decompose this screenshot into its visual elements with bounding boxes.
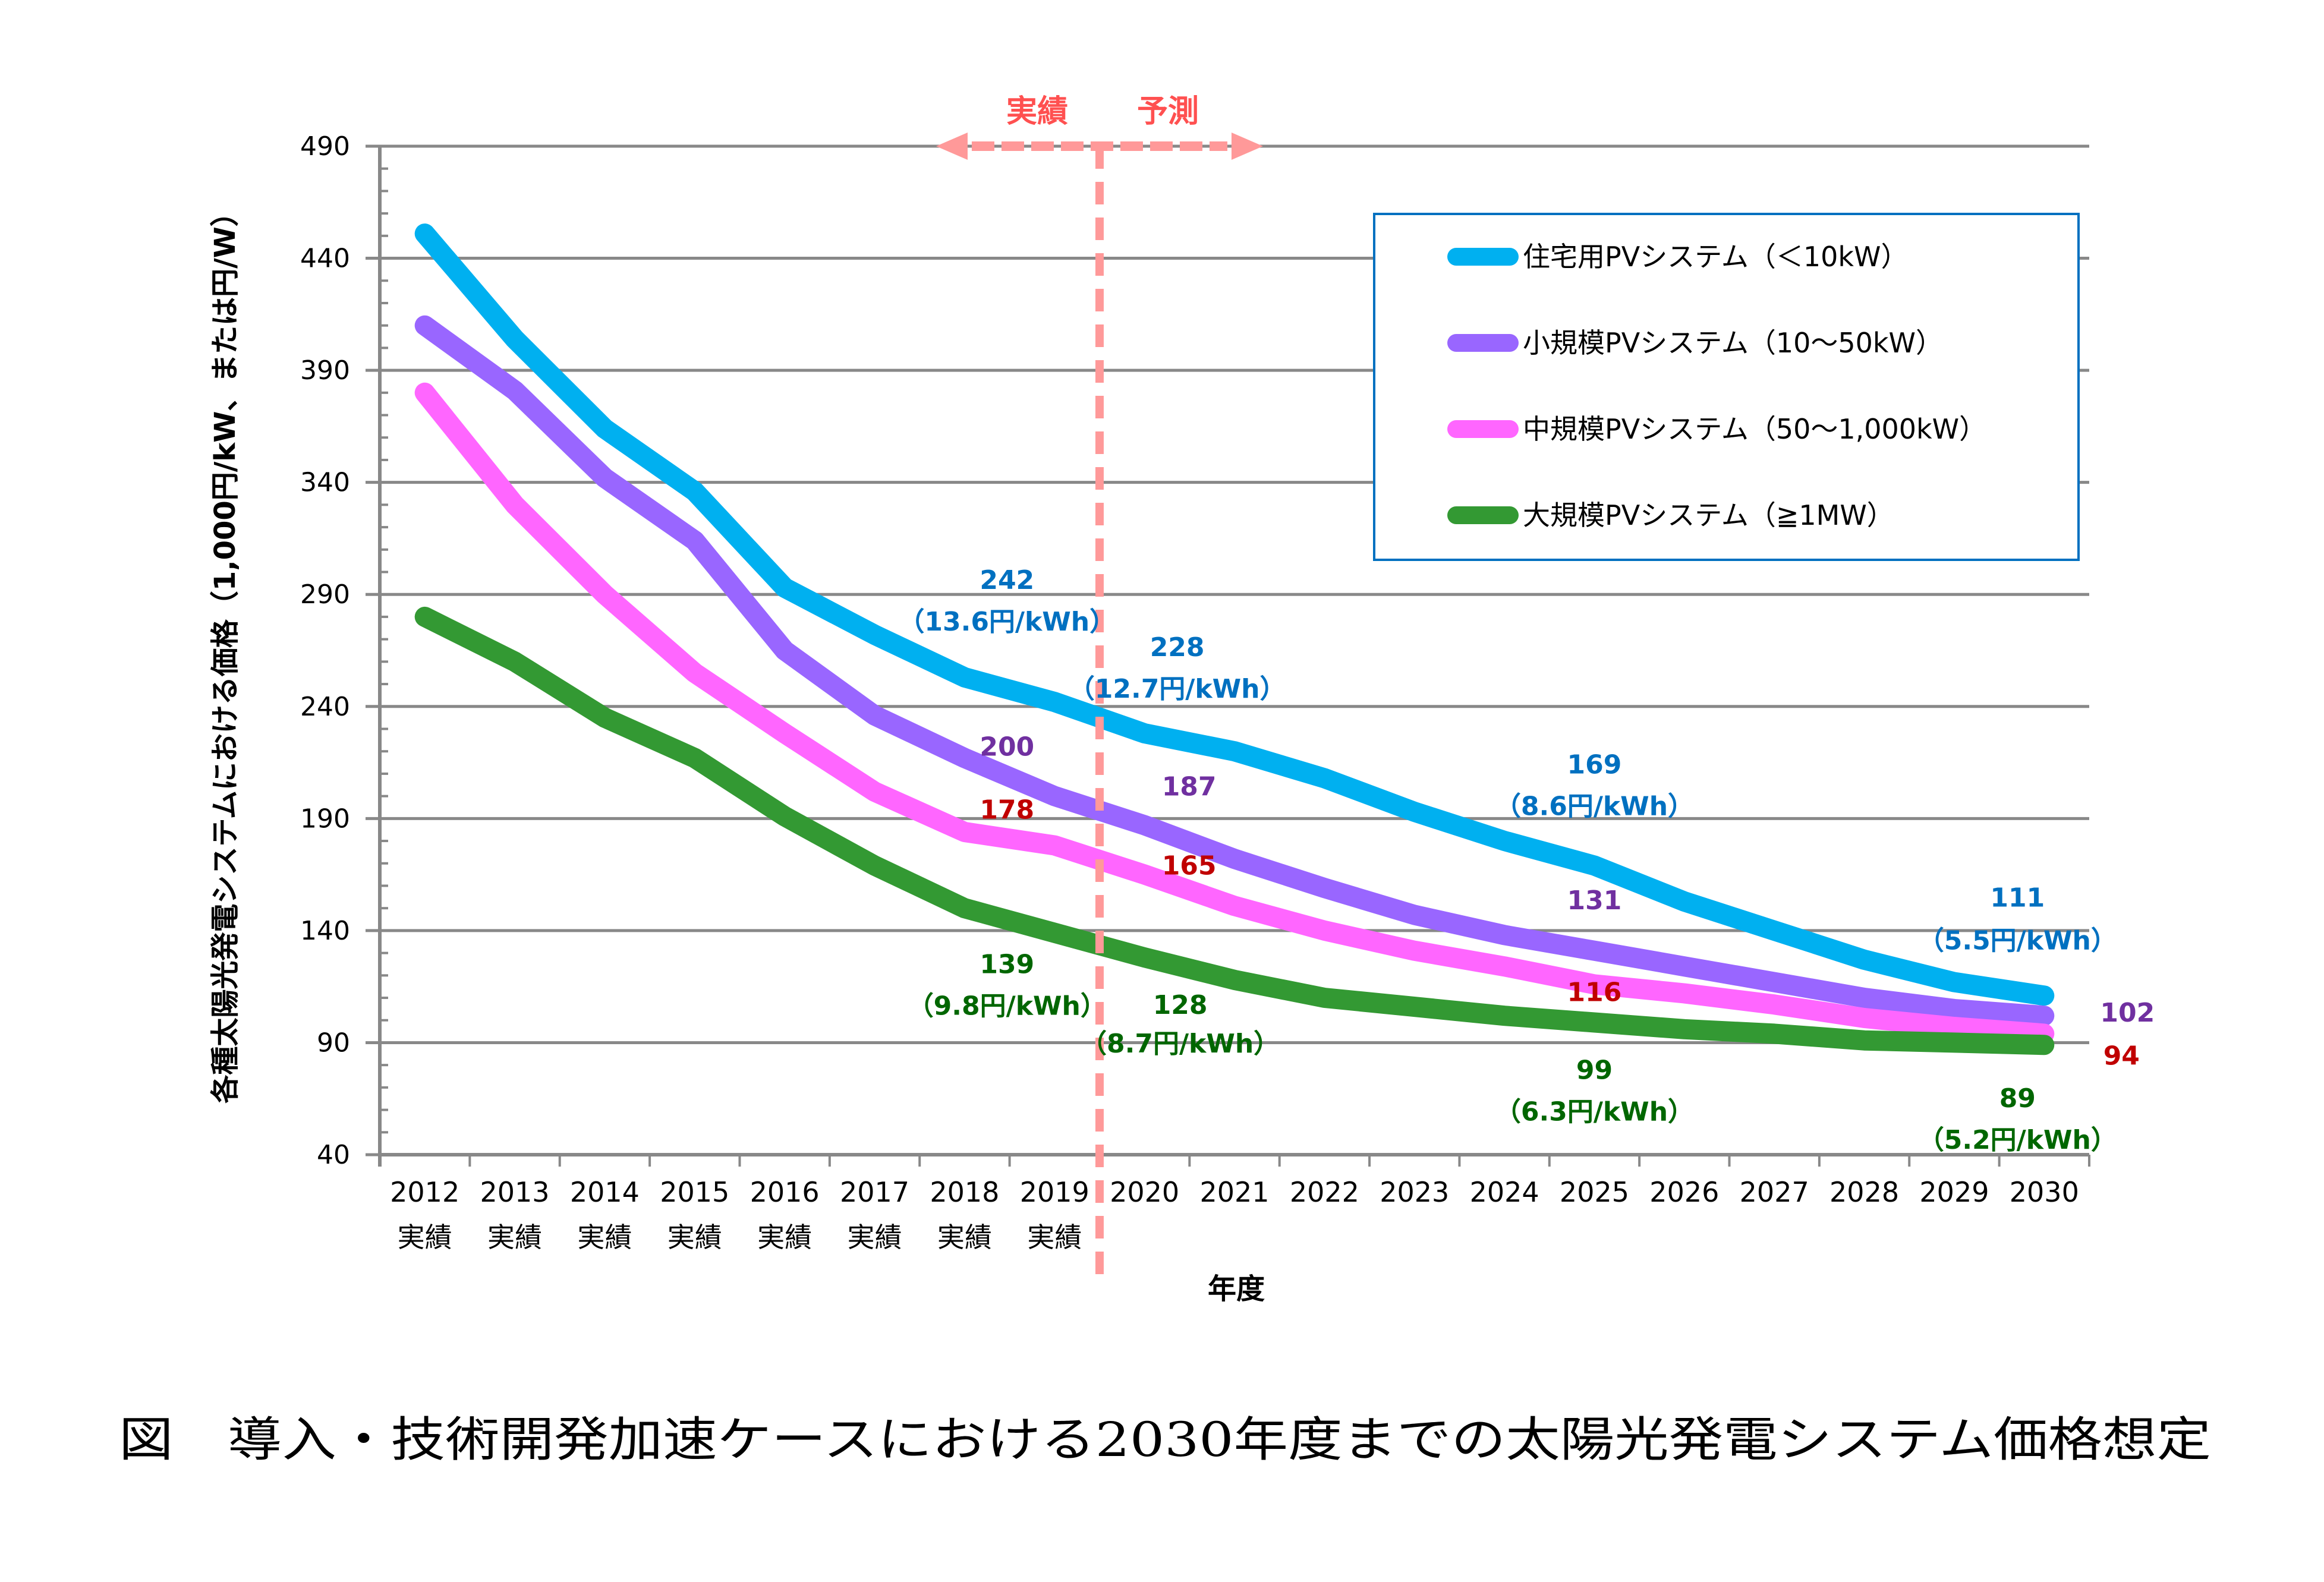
x-tick-label: 2019 bbox=[1020, 1176, 1089, 1208]
x-tick-label: 2022 bbox=[1290, 1176, 1359, 1208]
arrow-left-icon bbox=[936, 133, 968, 160]
data-label-value: 102 bbox=[2100, 998, 2155, 1028]
x-tick-label: 2026 bbox=[1649, 1176, 1719, 1208]
y-tick-label: 190 bbox=[300, 803, 350, 834]
series-line-3 bbox=[414, 382, 2055, 1044]
data-label-value: 116 bbox=[1567, 977, 1622, 1007]
x-tick-label: 2014 bbox=[570, 1176, 640, 1208]
phase-label-actual: 実績 bbox=[1006, 94, 1068, 130]
data-label-value: 228 bbox=[1150, 632, 1205, 663]
legend-label-1: 住宅用PVシステム（＜10kW） bbox=[1523, 241, 1908, 273]
data-label-value: 242 bbox=[980, 565, 1034, 595]
data-label-lcoe: （6.3円/kWh） bbox=[1495, 1097, 1694, 1127]
data-label-value: 165 bbox=[1162, 851, 1217, 881]
x-tick-label: 2013 bbox=[480, 1176, 550, 1208]
x-tick-label: 2030 bbox=[2010, 1176, 2079, 1208]
phase-label-forecast: 予測 bbox=[1137, 94, 1199, 130]
data-label-value: 94 bbox=[2103, 1041, 2140, 1071]
x-tick-label: 2029 bbox=[1919, 1176, 1989, 1208]
x-tick-label: 2020 bbox=[1110, 1176, 1179, 1208]
axes: 40 90 140 190 240 290 340 390 440 490 2012 実績 2013 実績… bbox=[300, 131, 2090, 1253]
data-label-value: 128 bbox=[1153, 990, 1208, 1020]
y-tick-label: 140 bbox=[300, 916, 350, 946]
legend-box bbox=[1373, 213, 2080, 561]
y-tick-label: 440 bbox=[300, 244, 350, 274]
x-tick-label: 2021 bbox=[1199, 1176, 1269, 1208]
x-tick-label: 2016 bbox=[750, 1176, 820, 1208]
y-tick-label: 390 bbox=[300, 355, 350, 386]
x-tick-label: 2024 bbox=[1470, 1176, 1539, 1208]
data-label-value: 200 bbox=[980, 732, 1034, 762]
x-tick-sublabel: 実績 bbox=[757, 1221, 812, 1253]
legend-label-4: 大規模PVシステム（≧1MW） bbox=[1523, 499, 1894, 531]
y-tick-label: 340 bbox=[300, 468, 350, 498]
data-label-lcoe: （8.6円/kWh） bbox=[1495, 792, 1694, 822]
data-label-lcoe: （12.7円/kWh） bbox=[1069, 674, 1286, 704]
series-lines bbox=[414, 223, 2055, 1055]
x-tick-sublabel: 実績 bbox=[1027, 1221, 1082, 1253]
x-tick-label: 2023 bbox=[1380, 1176, 1449, 1208]
data-label-value: 89 bbox=[1999, 1083, 2036, 1114]
y-axis-title: 各種太陽光発電システムにおける価格（1,000円/kW、または円/W） bbox=[209, 198, 242, 1103]
y-tick-label: 290 bbox=[300, 579, 350, 610]
y-tick-label: 490 bbox=[300, 131, 350, 162]
data-label-lcoe: （13.6円/kWh） bbox=[898, 607, 1116, 637]
arrow-right-icon bbox=[1231, 133, 1263, 160]
x-tick-label: 2025 bbox=[1560, 1176, 1629, 1208]
x-tick-sublabel: 実績 bbox=[937, 1221, 992, 1253]
y-tick-label: 40 bbox=[317, 1140, 350, 1170]
x-tick-label: 2018 bbox=[930, 1176, 999, 1208]
x-tick-sublabel: 実績 bbox=[398, 1221, 452, 1253]
x-tick-sublabel: 実績 bbox=[487, 1221, 542, 1253]
legend-label-2: 小規模PVシステム（10～50kW） bbox=[1523, 327, 1943, 359]
y-tick-label: 90 bbox=[317, 1028, 350, 1058]
x-tick-sublabel: 実績 bbox=[577, 1221, 632, 1253]
phase-divider: 実績 予測 bbox=[936, 94, 1263, 1287]
legend-label-3: 中規模PVシステム（50～1,000kW） bbox=[1523, 413, 1986, 445]
x-tick-label: 2012 bbox=[390, 1176, 459, 1208]
data-label-lcoe: （8.7円/kWh） bbox=[1081, 1029, 1280, 1059]
data-label-value: 111 bbox=[1990, 883, 2045, 913]
data-label-value: 187 bbox=[1162, 772, 1217, 802]
x-tick-sublabel: 実績 bbox=[848, 1221, 902, 1253]
y-tick-label: 240 bbox=[300, 692, 350, 722]
gridlines bbox=[366, 144, 2089, 1156]
data-label-value: 139 bbox=[980, 950, 1034, 980]
data-label-lcoe: （9.8円/kWh） bbox=[908, 991, 1107, 1022]
data-label-value: 131 bbox=[1567, 885, 1622, 916]
x-axis-title: 年度 bbox=[1208, 1272, 1265, 1306]
data-labels: 242 （13.6円/kWh） 228 （12.7円/kWh） 169 （8.6円/kWh… bbox=[898, 565, 2155, 1155]
x-tick-label: 2017 bbox=[840, 1176, 909, 1208]
data-label-lcoe: （5.2円/kWh） bbox=[1918, 1125, 2117, 1155]
data-label-value: 169 bbox=[1567, 750, 1622, 780]
figure-caption: 図 導入・技術開発加速ケースにおける2030年度までの太陽光発電システム価格想定 bbox=[119, 1412, 2211, 1467]
legend: 住宅用PVシステム（＜10kW） 小規模PVシステム（10～50kW） 中規模PVシ… bbox=[1373, 213, 2080, 561]
data-label-lcoe: （5.5円/kWh） bbox=[1918, 925, 2117, 956]
series-line-4 bbox=[414, 606, 2055, 1055]
data-label-value: 178 bbox=[980, 795, 1034, 825]
series-line-1 bbox=[414, 223, 2055, 1006]
x-tick-label: 2015 bbox=[660, 1176, 729, 1208]
x-tick-label: 2027 bbox=[1740, 1176, 1809, 1208]
x-tick-label: 2028 bbox=[1829, 1176, 1899, 1208]
series-line-2 bbox=[414, 315, 2055, 1026]
x-tick-sublabel: 実績 bbox=[667, 1221, 722, 1253]
data-label-value: 99 bbox=[1576, 1055, 1613, 1086]
